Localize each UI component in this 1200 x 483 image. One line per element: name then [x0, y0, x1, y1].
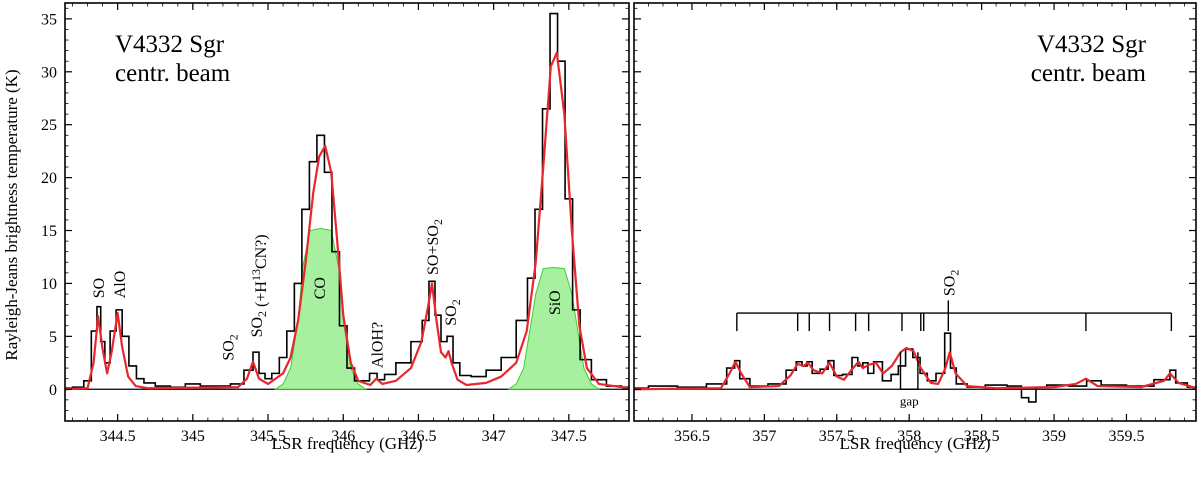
- panel-annotation-line: centr. beam: [1031, 60, 1147, 87]
- x-tick-label: 359.5: [1108, 428, 1144, 445]
- line-label: SO2 (+H13CN?): [249, 234, 270, 337]
- y-tick-label: 35: [41, 11, 57, 28]
- series-observed-line: [65, 12, 629, 389]
- x-tick-label: 358: [897, 428, 921, 445]
- line-label: AlO: [112, 271, 129, 299]
- x-tick-label: 346: [331, 428, 355, 445]
- series-component-area: [507, 267, 601, 390]
- right-panel: gap 356.5 357 357.5 358 358.5 359 359.5 LSR freq…: [633, 2, 1197, 453]
- line-label: SO2: [220, 334, 240, 360]
- line-label: AlOH?: [369, 322, 386, 368]
- series-model-line: [65, 51, 629, 391]
- y-tick-label: 30: [41, 64, 57, 81]
- x-tick-label: 345: [181, 428, 205, 445]
- plot-area: [65, 12, 629, 391]
- x-tick-label: 359: [1042, 428, 1066, 445]
- panel-annotation-line: centr. beam: [115, 60, 231, 87]
- axes-frame: [64, 2, 630, 422]
- y-tick-label: 25: [41, 117, 57, 134]
- series-model-line: [634, 346, 1196, 391]
- x-tick-label: 356.5: [674, 428, 710, 445]
- x-tick-label: 357: [752, 428, 776, 445]
- gap-label: gap: [900, 393, 919, 408]
- x-tick-label: 345.5: [250, 428, 286, 445]
- left-panel: 344.5 345 345.5 346 346.5 347 347.5 0 5 10 15 20 25 3…: [41, 2, 630, 453]
- x-tick-label: 357.5: [819, 428, 855, 445]
- x-tick-label: 344.5: [100, 428, 136, 445]
- line-label: SO2: [941, 270, 961, 296]
- y-tick-label: 20: [41, 170, 57, 187]
- x-axis-label: LSR frequency (GHz): [271, 434, 422, 453]
- gap-marker: [899, 352, 919, 390]
- series-observed-line: [634, 332, 1196, 403]
- axes-frame: [633, 2, 1197, 422]
- y-axis-label: Rayleigh-Jeans brightness temperature (K…: [2, 69, 21, 360]
- y-tick-label: 0: [49, 382, 57, 399]
- line-label: SO+SO2: [425, 219, 445, 275]
- line-label: SO: [91, 278, 108, 298]
- y-tick-label: 15: [41, 223, 57, 240]
- y-tick-label: 5: [49, 329, 57, 346]
- x-axis-label: LSR frequency (GHz): [839, 434, 990, 453]
- line-label: SiO: [547, 290, 564, 315]
- y-tick-label: 10: [41, 276, 57, 293]
- x-tick-label: 347: [482, 428, 506, 445]
- plot-area: [634, 332, 1196, 403]
- line-label: CO: [312, 277, 329, 299]
- x-tick-label: 346.5: [400, 428, 436, 445]
- x-tick-label: 358.5: [964, 428, 1000, 445]
- line-label: SO2: [443, 299, 463, 325]
- panel-annotation-line: V4332 Sgr: [1037, 31, 1147, 58]
- x-tick-label: 347.5: [551, 428, 587, 445]
- panel-annotation-line: V4332 Sgr: [115, 31, 225, 58]
